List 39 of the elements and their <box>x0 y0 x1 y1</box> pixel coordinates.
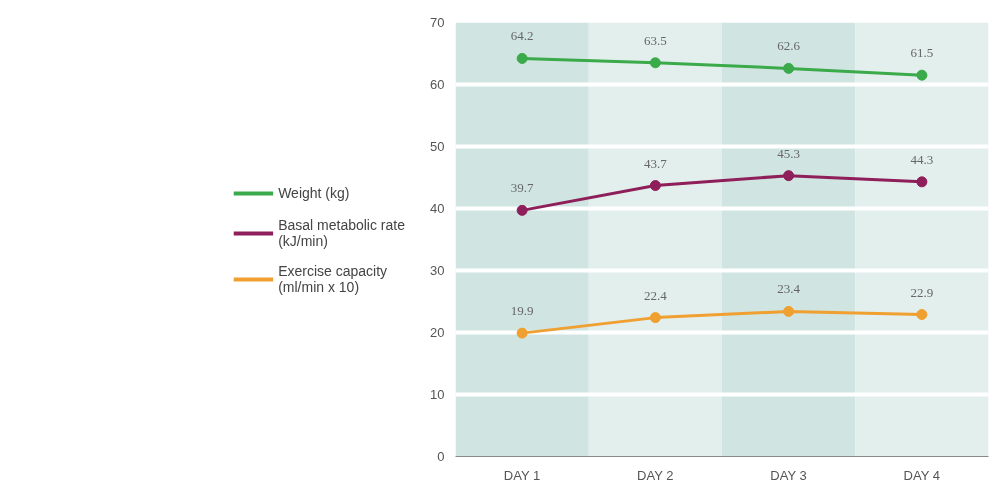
y-tick-label: 10 <box>430 387 445 402</box>
point <box>916 176 928 188</box>
x-tick-label: DAY 1 <box>503 467 541 483</box>
data-label: 43.7 <box>644 155 668 171</box>
data-label: 22.9 <box>910 284 934 300</box>
y-tick-label: 40 <box>430 201 445 216</box>
data-label: 22.4 <box>644 287 668 303</box>
point <box>916 69 928 81</box>
data-label: 19.9 <box>510 303 534 319</box>
data-label: 63.5 <box>644 32 667 48</box>
data-label: 61.5 <box>910 45 934 61</box>
data-label: 39.7 <box>510 180 534 196</box>
y-tick-label: 70 <box>430 15 445 30</box>
point <box>649 57 661 69</box>
x-tick-label: DAY 3 <box>770 467 807 483</box>
point <box>916 309 928 321</box>
legend-label: Exercise capacity (ml/min x 10) <box>278 263 388 295</box>
legend-label: Weight (kg) <box>278 185 350 201</box>
y-tick-label: 20 <box>430 325 445 340</box>
x-tick-label: DAY 2 <box>637 467 674 483</box>
point <box>649 180 661 192</box>
y-tick-label: 30 <box>430 263 445 278</box>
point <box>516 52 528 64</box>
legend-label: Basal metabolic rate (kJ/min) <box>278 217 405 249</box>
point <box>649 312 661 324</box>
point <box>783 62 795 74</box>
data-label: 64.2 <box>510 28 534 44</box>
x-tick-label: DAY 4 <box>903 467 940 483</box>
y-tick-label: 0 <box>437 449 445 464</box>
data-label: 44.3 <box>910 151 934 167</box>
point <box>516 204 528 216</box>
point <box>783 305 795 317</box>
point <box>516 327 528 339</box>
point <box>783 170 795 182</box>
y-tick-label: 50 <box>430 139 445 154</box>
y-tick-label: 60 <box>430 77 445 92</box>
data-label: 62.6 <box>777 38 801 54</box>
data-label: 23.4 <box>777 281 801 297</box>
data-label: 45.3 <box>777 145 800 161</box>
